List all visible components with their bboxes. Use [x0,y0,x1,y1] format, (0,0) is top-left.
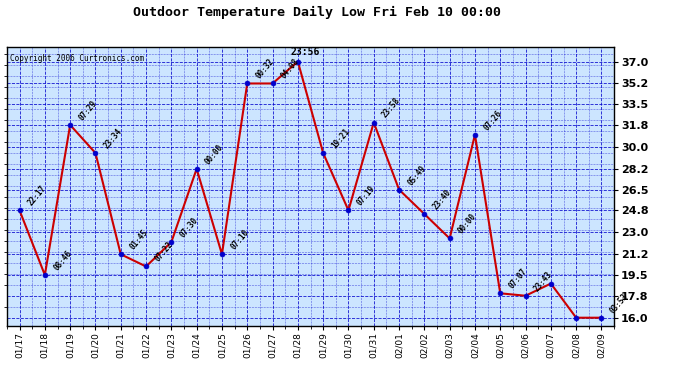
Text: 22:17: 22:17 [26,184,48,208]
Text: 23:56: 23:56 [290,47,320,57]
Text: Copyright 2006 Curtronics.com: Copyright 2006 Curtronics.com [10,54,144,63]
Text: 23:58: 23:58 [381,96,402,120]
Text: 07:26: 07:26 [482,108,504,132]
Text: 07:10: 07:10 [229,228,250,252]
Text: 00:00: 00:00 [204,142,226,166]
Text: 07:07: 07:07 [507,267,529,291]
Text: 23:34: 23:34 [102,127,124,150]
Text: 00:32: 00:32 [254,57,276,81]
Text: Outdoor Temperature Daily Low Fri Feb 10 00:00: Outdoor Temperature Daily Low Fri Feb 10… [133,6,502,19]
Text: 08:46: 08:46 [52,249,74,272]
Text: 19:21: 19:21 [330,127,352,150]
Text: 07:22: 07:22 [153,240,175,264]
Text: 00:00: 00:00 [457,212,478,236]
Text: 23:40: 23:40 [431,188,453,211]
Text: 04:08: 04:08 [279,57,302,81]
Text: 01:45: 01:45 [128,228,150,252]
Text: 07:30: 07:30 [178,216,200,239]
Text: 05:49: 05:49 [406,164,428,187]
Text: 07:29: 07:29 [77,99,99,122]
Text: 23:43: 23:43 [533,270,554,293]
Text: 03:53: 03:53 [609,291,630,315]
Text: 07:19: 07:19 [355,184,377,208]
